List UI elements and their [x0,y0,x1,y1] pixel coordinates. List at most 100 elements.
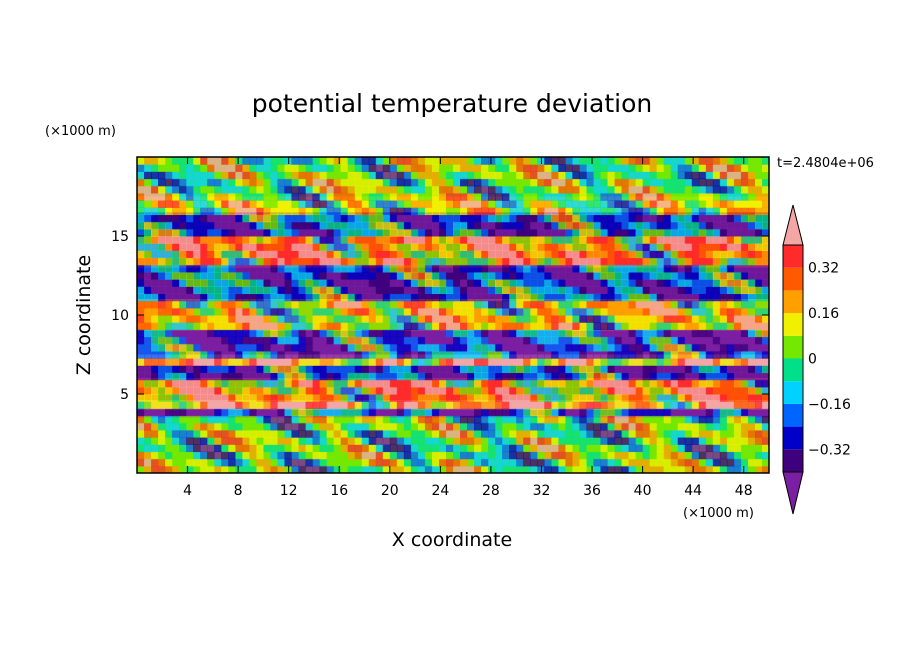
heatmap-cell [340,250,349,259]
heatmap-cell [410,157,419,165]
heatmap-cell [431,271,440,280]
heatmap-cell [270,401,279,409]
heatmap-cell [628,322,637,330]
heatmap-cell [565,214,573,223]
heatmap-cell [642,444,651,453]
heatmap-cell [424,243,433,251]
heatmap-cell [221,192,229,201]
heatmap-cell [158,329,166,338]
heatmap-cell [495,437,503,445]
heatmap-cell [438,465,447,473]
heatmap-cell [502,429,510,438]
heatmap-cell [403,372,412,381]
heatmap-cell [200,257,208,266]
heatmap-cell [221,200,229,208]
heatmap-cell [445,422,454,431]
heatmap-cell [558,192,566,201]
heatmap-cell [565,408,573,417]
heatmap-cell [530,178,538,187]
heatmap-cell [277,336,286,345]
heatmap-cell [698,358,707,366]
heatmap-cell [228,171,236,180]
heatmap-cell [551,157,559,165]
heatmap-cell [495,386,503,395]
heatmap-cell [228,437,236,445]
heatmap-cell [186,458,194,467]
heatmap-cell [368,394,377,402]
heatmap-cell [256,429,264,438]
heatmap-cell [509,422,517,431]
heatmap-cell [474,200,482,208]
heatmap-cell [235,236,243,244]
heatmap-cell [389,307,398,316]
heatmap-cell [705,386,714,395]
heatmap-cell [516,171,524,180]
heatmap-cell [165,429,173,438]
heatmap-cell [438,279,447,287]
heatmap-cell [179,315,187,323]
heatmap-cell [670,236,679,244]
heatmap-cell [144,336,152,345]
heatmap-cell [474,300,482,309]
heatmap-cell [368,279,377,287]
heatmap-cell [445,293,454,302]
heatmap-cell [677,394,686,402]
heatmap-cell [530,236,538,244]
heatmap-cell [186,350,194,359]
heatmap-cell [172,329,180,338]
heatmap-cell [284,394,293,402]
heatmap-cell [214,164,222,172]
heatmap-cell [165,228,173,237]
heatmap-cell [509,365,517,374]
heatmap-cell [593,444,602,453]
heatmap-cell [417,250,426,259]
heatmap-cell [319,365,328,374]
heatmap-cell [509,386,517,395]
heatmap-cell [467,365,475,374]
heatmap-cell [523,415,531,424]
heatmap-cell [284,379,293,388]
heatmap-cell [207,372,215,381]
heatmap-cell [214,394,222,402]
heatmap-cell [488,336,496,345]
heatmap-cell [656,365,665,374]
heatmap-cell [530,372,538,381]
heatmap-cell [207,444,215,453]
heatmap-cell [691,228,700,237]
heatmap-cell [684,386,693,395]
heatmap-cell [544,243,552,251]
heatmap-cell [249,192,257,201]
heatmap-cell [382,458,391,467]
heatmap-cell [207,157,215,165]
heatmap-cell [761,236,769,244]
heatmap-cell [151,271,159,280]
heatmap-cell [305,257,314,266]
heatmap-cell [677,286,686,295]
heatmap-cell [165,243,173,251]
heatmap-cell [453,293,461,302]
heatmap-cell [656,386,665,395]
heatmap-cell [712,429,721,438]
heatmap-cell [502,415,510,424]
heatmap-cell [733,207,742,216]
heatmap-cell [733,394,742,402]
heatmap-cell [298,243,307,251]
heatmap-cell [649,415,658,424]
heatmap-cell [256,228,264,237]
heatmap-cell [249,394,257,402]
heatmap-cell [361,451,370,460]
heatmap-cell [614,279,623,287]
heatmap-cell [544,451,552,460]
heatmap-cell [509,286,517,295]
heatmap-cell [607,451,616,460]
heatmap-cell [551,171,559,180]
heatmap-cell [144,408,152,417]
heatmap-cell [207,437,215,445]
heatmap-cell [656,322,665,330]
heatmap-cell [614,429,623,438]
heatmap-cell [453,185,461,194]
heatmap-cell [733,178,742,187]
heatmap-cell [551,379,559,388]
heatmap-cell [656,286,665,295]
heatmap-cell [453,365,461,374]
